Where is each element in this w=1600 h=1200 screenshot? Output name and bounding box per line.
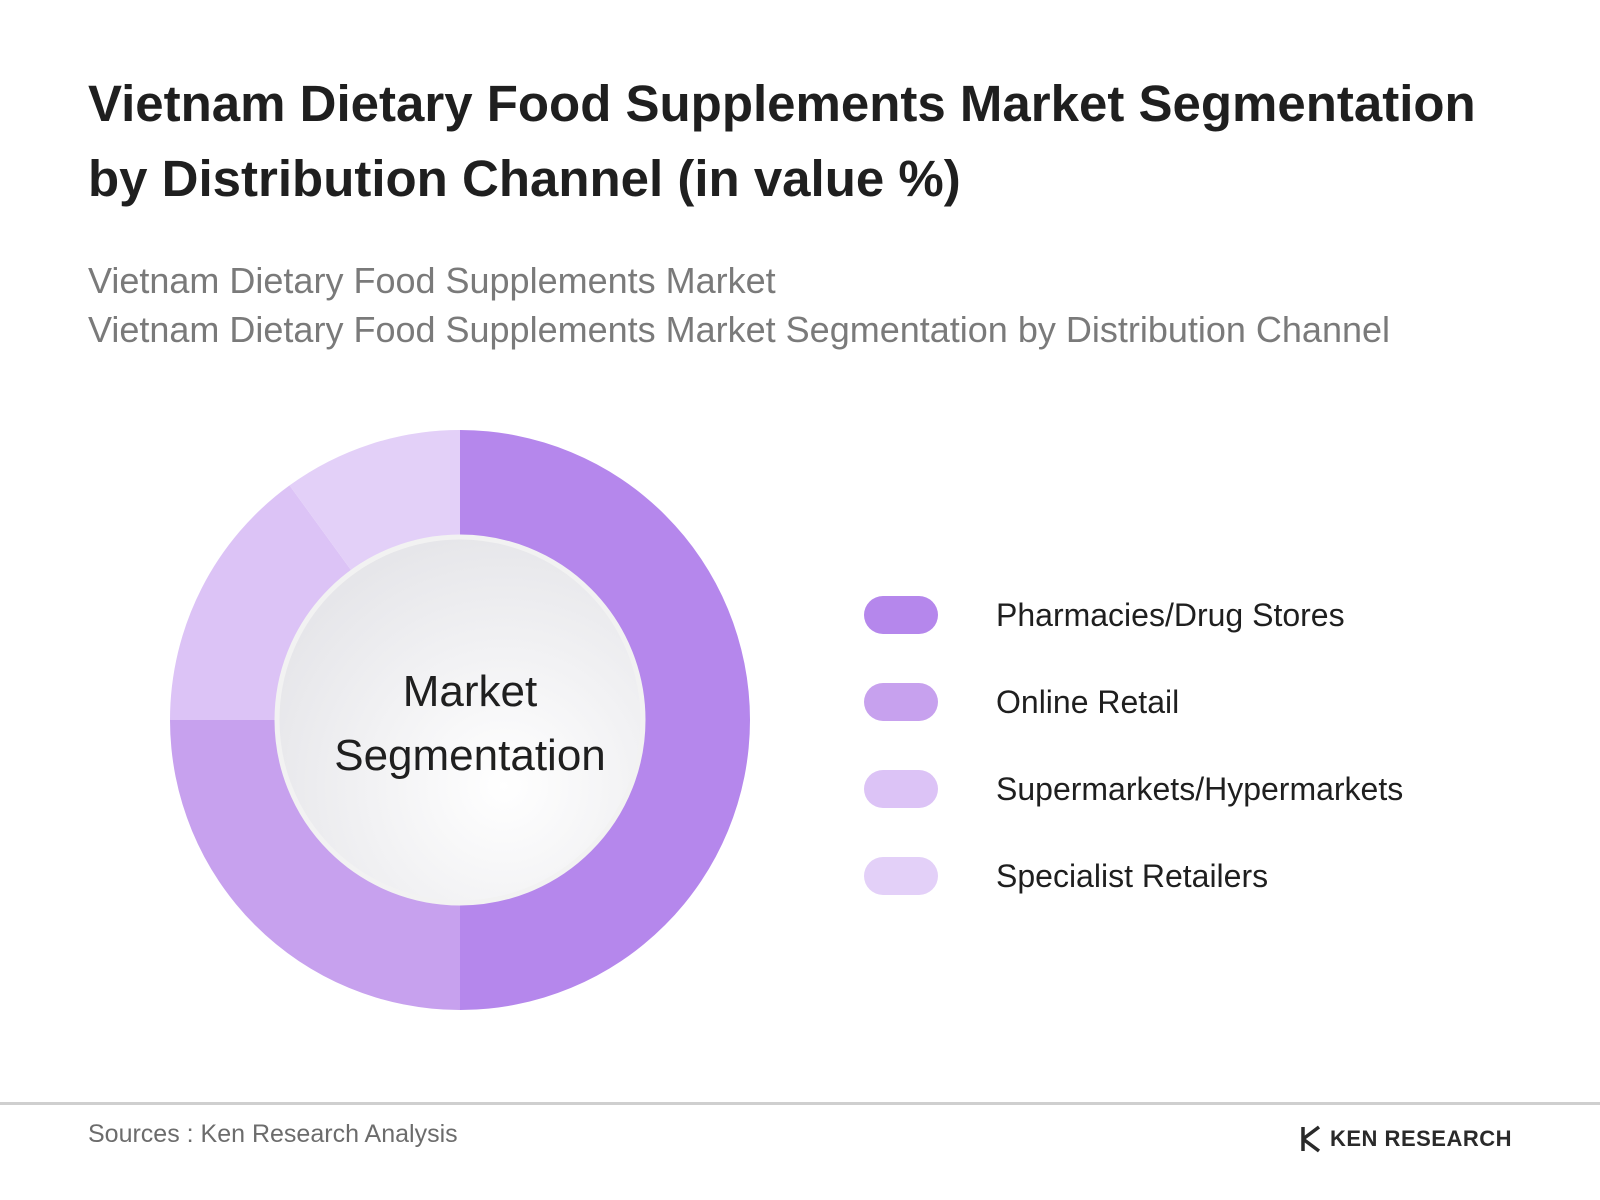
legend-label: Supermarkets/Hypermarkets [996, 770, 1404, 807]
legend-item: Supermarkets/Hypermarkets [864, 770, 1403, 808]
donut-center-disc [274, 534, 646, 906]
donut-slices [170, 430, 750, 1010]
donut-chart [170, 430, 750, 1010]
donut-center-label: Market Segmentation [300, 660, 640, 788]
legend-item: Online Retail [864, 683, 1403, 721]
donut-slice-supermarkets-hypermarkets [170, 485, 352, 720]
legend-label: Specialist Retailers [996, 857, 1269, 894]
chart-legend: Pharmacies/Drug Stores Online Retail Super… [864, 596, 1403, 944]
subtitle-line1: Vietnam Dietary Food Supplements Market [88, 260, 776, 301]
legend-label: Pharmacies/Drug Stores [996, 596, 1345, 633]
legend-swatch [864, 596, 938, 634]
ken-research-logo-icon [1301, 1125, 1321, 1153]
donut-slice-pharmacies-drug-stores [460, 430, 750, 1010]
chart-title: Vietnam Dietary Food Supplements Market … [88, 66, 1528, 216]
donut-slice-specialist-retailers [289, 430, 460, 571]
donut-slice-online-retail [170, 720, 460, 1010]
brand-name: KEN RESEARCH [1330, 1126, 1513, 1151]
subtitle-line2: Vietnam Dietary Food Supplements Market … [88, 309, 1391, 350]
legend-swatch [864, 770, 938, 808]
chart-title-line2: by Distribution Channel (in value %) [88, 150, 961, 207]
legend-item: Pharmacies/Drug Stores [864, 596, 1403, 634]
center-label-line1: Market [402, 667, 538, 716]
legend-label: Online Retail [996, 683, 1180, 720]
chart-title-line1: Vietnam Dietary Food Supplements Market … [88, 75, 1476, 132]
footer-divider [0, 1102, 1600, 1105]
legend-item: Specialist Retailers [864, 857, 1403, 895]
legend-swatch [864, 683, 938, 721]
source-note: Sources : Ken Research Analysis [88, 1120, 458, 1148]
legend-swatch [864, 857, 938, 895]
brand-logo: KEN RESEARCH [1300, 1125, 1512, 1153]
center-label-line2: Segmentation [334, 731, 606, 780]
subtitle-block: Vietnam Dietary Food Supplements Market … [88, 256, 1548, 354]
